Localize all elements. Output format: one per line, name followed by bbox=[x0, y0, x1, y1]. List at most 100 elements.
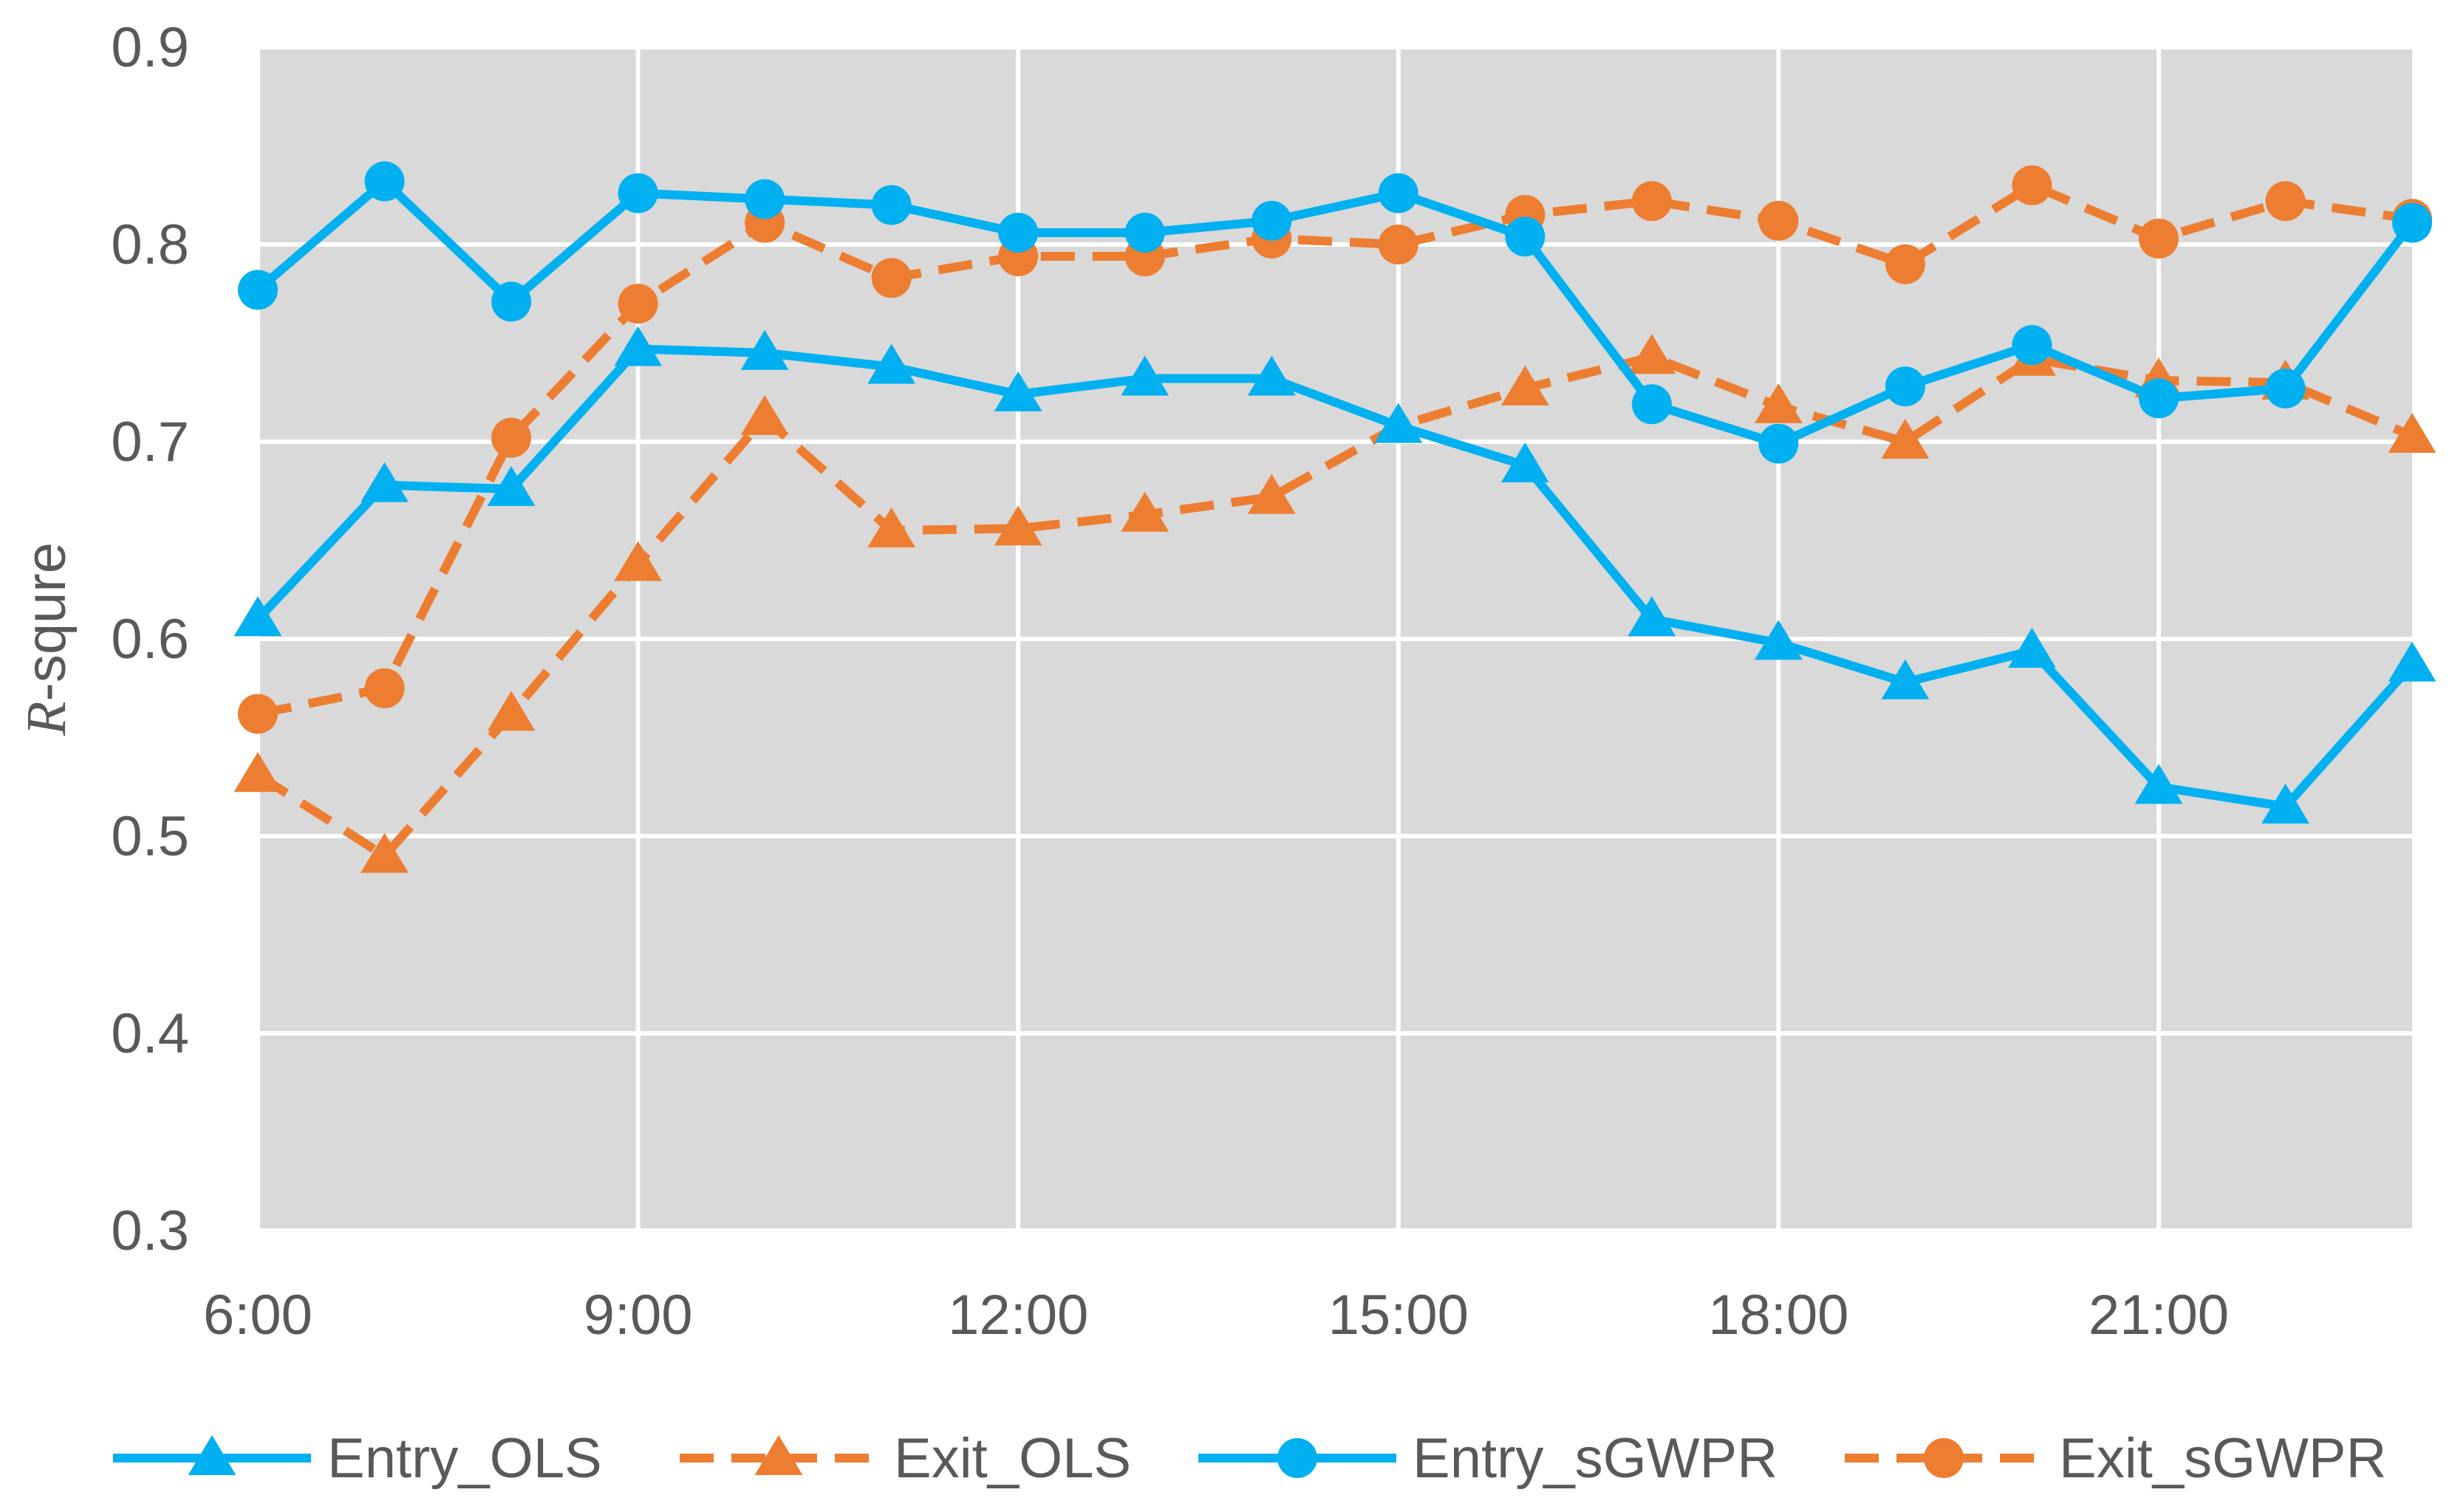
y-axis-title-italic: R bbox=[16, 701, 78, 736]
y-tick-label: 0.6 bbox=[111, 608, 189, 671]
data-point-exit-sgwpr bbox=[1378, 225, 1418, 264]
data-point-exit-ols bbox=[867, 507, 916, 548]
data-point-exit-sgwpr bbox=[1885, 244, 1925, 284]
data-point-entry-sgwpr bbox=[998, 212, 1039, 253]
data-point-exit-ols bbox=[361, 832, 409, 873]
y-axis-title-rest: -squre bbox=[15, 542, 78, 701]
series-line-entry-ols bbox=[254, 344, 2416, 811]
data-point-exit-ols bbox=[1881, 418, 1930, 459]
data-point-entry-sgwpr bbox=[1885, 366, 1925, 407]
legend-entry-entry-ols: Entry_OLS bbox=[113, 1427, 602, 1490]
gridlines bbox=[256, 45, 2412, 1233]
x-axis-ticks: 6:00 9:00 12:00 15:00 18:00 21:00 bbox=[203, 1284, 2229, 1347]
legend-marker-entry-sgwpr bbox=[1277, 1438, 1317, 1478]
data-point-entry-sgwpr bbox=[491, 281, 532, 322]
y-tick-label: 0.5 bbox=[111, 805, 189, 868]
data-point-exit-sgwpr bbox=[491, 417, 532, 458]
x-tick-label: 21:00 bbox=[2089, 1284, 2229, 1347]
y-tick-label: 0.3 bbox=[111, 1200, 189, 1262]
data-point-exit-ols bbox=[2388, 412, 2437, 453]
data-point-exit-ols bbox=[740, 394, 789, 435]
data-point-exit-ols bbox=[233, 752, 282, 793]
data-point-entry-sgwpr bbox=[364, 161, 405, 202]
data-point-entry-ols bbox=[2008, 627, 2056, 668]
data-point-exit-ols bbox=[1121, 491, 1170, 532]
legend-entry-entry-sgwpr: Entry_sGWPR bbox=[1198, 1427, 1778, 1490]
data-point-exit-ols bbox=[994, 505, 1042, 546]
data-point-entry-ols bbox=[994, 371, 1042, 411]
y-tick-label: 0.7 bbox=[111, 411, 189, 473]
data-point-entry-ols bbox=[867, 343, 916, 384]
data-point-entry-sgwpr bbox=[618, 173, 658, 213]
series-entry-ols bbox=[233, 326, 2437, 824]
x-tick-label: 12:00 bbox=[948, 1284, 1088, 1347]
y-axis-title: R-squre bbox=[15, 542, 78, 736]
data-point-entry-ols bbox=[740, 329, 789, 370]
legend-marker-exit-sgwpr bbox=[1924, 1438, 1964, 1478]
legend-label-entry-sgwpr: Entry_sGWPR bbox=[1413, 1427, 1778, 1490]
data-point-entry-sgwpr bbox=[871, 185, 912, 225]
data-point-exit-ols bbox=[1500, 365, 1549, 406]
data-point-exit-sgwpr bbox=[618, 284, 658, 324]
data-point-entry-ols bbox=[1247, 355, 1296, 396]
data-point-entry-sgwpr bbox=[1378, 173, 1418, 213]
legend-entry-exit-sgwpr: Exit_sGWPR bbox=[1845, 1427, 2386, 1490]
data-point-entry-sgwpr bbox=[1758, 423, 1799, 464]
data-point-entry-sgwpr bbox=[2265, 368, 2306, 408]
data-point-exit-sgwpr bbox=[364, 668, 405, 708]
series-line-entry-sgwpr bbox=[255, 177, 2416, 448]
data-point-entry-ols bbox=[1121, 355, 1170, 396]
x-tick-label: 6:00 bbox=[203, 1284, 313, 1347]
x-tick-label: 15:00 bbox=[1328, 1284, 1469, 1347]
data-point-entry-ols bbox=[2388, 641, 2437, 682]
data-point-entry-sgwpr bbox=[1631, 384, 1672, 425]
data-point-exit-ols bbox=[1754, 383, 1803, 423]
legend-label-exit-sgwpr: Exit_sGWPR bbox=[2059, 1427, 2386, 1490]
data-point-exit-sgwpr bbox=[2012, 165, 2052, 205]
data-point-entry-sgwpr bbox=[1505, 216, 1546, 257]
data-point-entry-ols bbox=[2261, 783, 2309, 824]
series-group bbox=[233, 161, 2437, 873]
legend-label-entry-ols: Entry_OLS bbox=[327, 1427, 602, 1490]
series-exit-sgwpr bbox=[238, 165, 2432, 734]
legend-entry-exit-ols: Exit_OLS bbox=[680, 1427, 1131, 1490]
legend: Entry_OLS Exit_OLS Entry_sGWPR Exit_sGWPR bbox=[113, 1427, 2386, 1490]
y-tick-label: 0.9 bbox=[111, 16, 189, 79]
data-point-entry-sgwpr bbox=[1124, 212, 1165, 253]
data-point-entry-ols bbox=[1374, 403, 1423, 443]
y-tick-label: 0.8 bbox=[111, 213, 189, 276]
data-point-exit-ols bbox=[614, 541, 662, 581]
legend-marker-entry-ols bbox=[188, 1434, 236, 1475]
data-point-entry-ols bbox=[2134, 764, 2183, 804]
data-point-exit-sgwpr bbox=[1758, 200, 1799, 241]
data-point-exit-ols bbox=[487, 691, 536, 731]
data-point-entry-ols bbox=[233, 596, 282, 637]
data-point-entry-ols bbox=[1754, 620, 1803, 660]
data-point-entry-ols bbox=[614, 326, 662, 366]
data-point-entry-sgwpr bbox=[745, 179, 785, 219]
data-point-entry-sgwpr bbox=[1252, 200, 1292, 241]
data-point-exit-ols bbox=[1247, 473, 1296, 514]
data-point-exit-sgwpr bbox=[238, 694, 278, 734]
y-axis-ticks: 0.3 0.4 0.5 0.6 0.7 0.8 0.9 bbox=[111, 16, 189, 1262]
data-point-entry-ols bbox=[1500, 442, 1549, 482]
data-point-entry-sgwpr bbox=[2012, 325, 2052, 366]
x-tick-label: 18:00 bbox=[1708, 1284, 1848, 1347]
series-line-exit-sgwpr bbox=[256, 180, 2413, 719]
data-point-exit-sgwpr bbox=[1631, 181, 1672, 222]
data-point-exit-sgwpr bbox=[2265, 181, 2306, 222]
data-point-exit-ols bbox=[1628, 334, 1676, 374]
series-line-exit-ols bbox=[255, 352, 2414, 861]
legend-label-exit-ols: Exit_OLS bbox=[894, 1427, 1131, 1490]
data-point-entry-ols bbox=[361, 462, 409, 502]
series-entry-sgwpr bbox=[238, 161, 2432, 464]
series-exit-ols bbox=[233, 334, 2437, 873]
data-point-exit-sgwpr bbox=[871, 258, 912, 298]
data-point-entry-ols bbox=[487, 466, 536, 507]
legend-marker-exit-ols bbox=[754, 1434, 803, 1475]
data-point-exit-sgwpr bbox=[2138, 218, 2179, 259]
x-tick-label: 9:00 bbox=[584, 1284, 693, 1347]
data-point-entry-ols bbox=[1628, 596, 1676, 637]
data-point-entry-ols bbox=[1881, 659, 1930, 699]
